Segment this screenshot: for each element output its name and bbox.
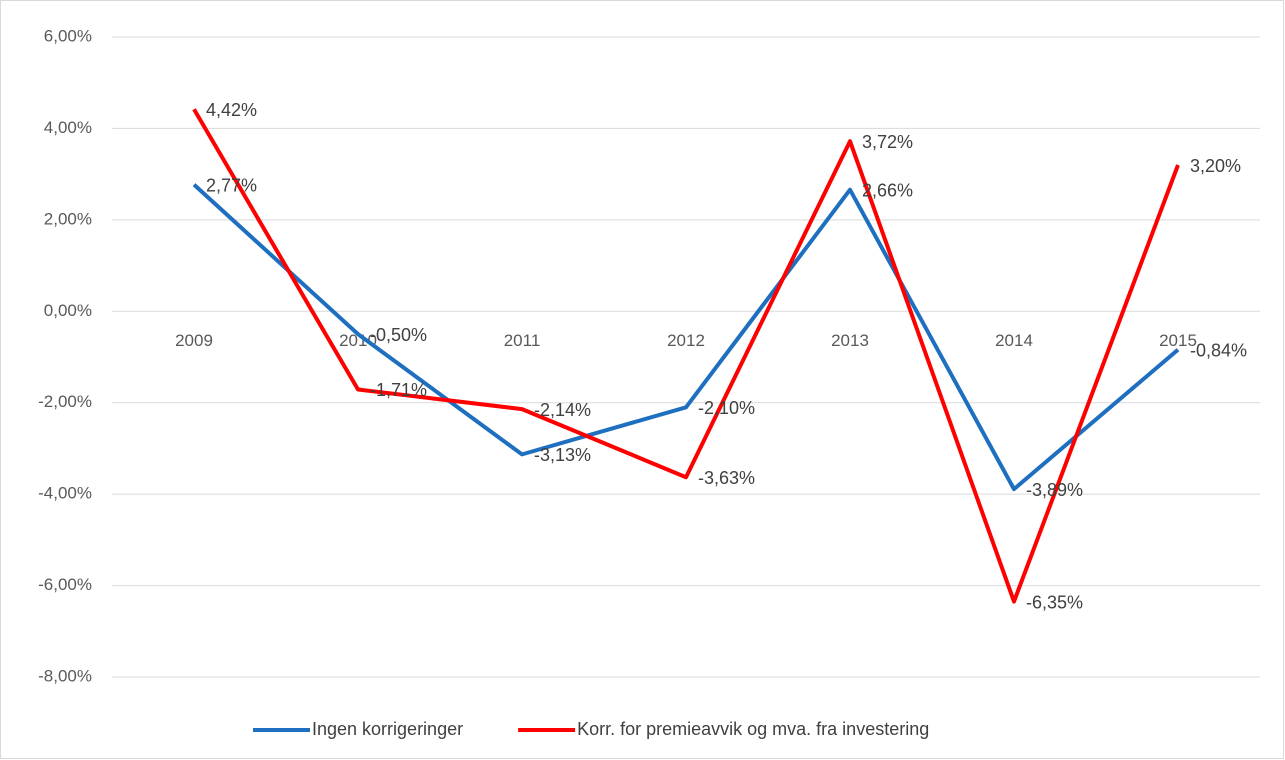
data-label: -3,63%	[698, 468, 755, 488]
data-label: 2,66%	[862, 180, 913, 200]
data-label: 4,42%	[206, 100, 257, 120]
x-tick-label: 2014	[995, 331, 1033, 350]
x-tick-label: 2009	[175, 331, 213, 350]
x-tick-label: 2012	[667, 331, 705, 350]
data-label: -0,50%	[370, 325, 427, 345]
data-label: 3,20%	[1190, 156, 1241, 176]
y-tick-label: 6,00%	[44, 26, 92, 45]
data-label: -0,84%	[1190, 340, 1247, 360]
x-tick-label: 2011	[504, 331, 541, 350]
data-label: -6,35%	[1026, 592, 1083, 612]
data-label: -2,14%	[534, 400, 591, 420]
x-tick-label: 2013	[831, 331, 869, 350]
y-tick-label: 0,00%	[44, 301, 92, 320]
y-tick-label: -6,00%	[38, 575, 92, 594]
data-label: -3,89%	[1026, 480, 1083, 500]
x-tick-label: 2010	[339, 331, 377, 350]
series-line	[192, 183, 1180, 492]
legend-label: Ingen korrigeringer	[312, 719, 463, 739]
y-tick-label: -8,00%	[38, 666, 92, 685]
data-label: -3,13%	[534, 445, 591, 465]
legend-label: Korr. for premieavvik og mva. fra invest…	[577, 719, 929, 739]
y-tick-label: -4,00%	[38, 484, 92, 503]
y-tick-label: 4,00%	[44, 118, 92, 137]
y-tick-label: 2,00%	[44, 209, 92, 228]
data-label: -2,10%	[698, 398, 755, 418]
data-label: -1,71%	[370, 380, 427, 400]
data-label: 2,77%	[206, 175, 257, 195]
y-tick-label: -2,00%	[38, 392, 92, 411]
x-tick-label: 2015	[1159, 331, 1197, 350]
series-line	[192, 108, 1180, 604]
data-label: 3,72%	[862, 132, 913, 152]
